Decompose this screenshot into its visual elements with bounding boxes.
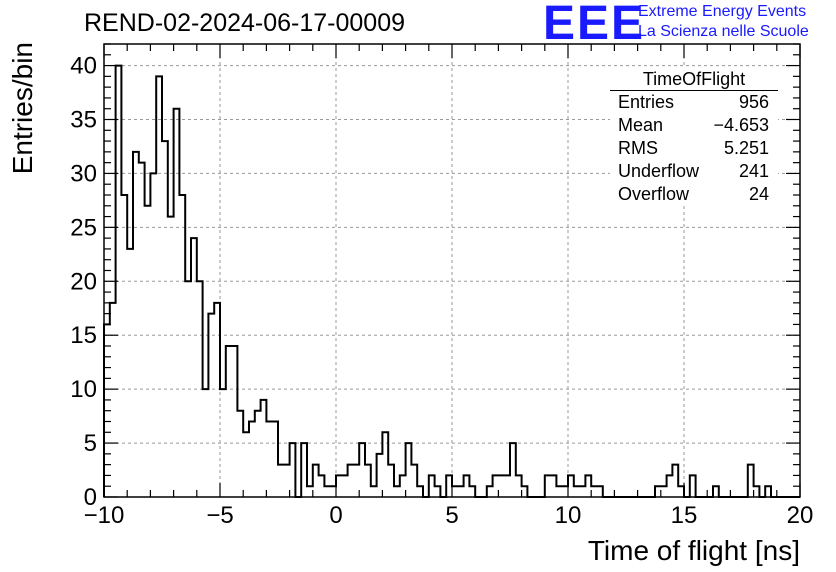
logo-text-line1: Extreme Energy Events: [638, 3, 807, 20]
histogram-line: [103, 64, 800, 498]
y-tick-label: 0: [84, 484, 97, 511]
x-tick-label: 15: [671, 502, 698, 529]
stats-value: 24: [748, 184, 769, 204]
y-tick-label: 30: [70, 160, 97, 187]
stats-value: −4.653: [713, 115, 769, 135]
stats-label: Underflow: [618, 161, 700, 181]
x-tick-label: 0: [329, 502, 342, 529]
stats-label: RMS: [618, 138, 658, 158]
stats-title: TimeOfFlight: [610, 68, 778, 91]
stats-box: TimeOfFlight Entries 956 Mean −4.653 RMS…: [610, 68, 778, 206]
y-axis-label: Entries/bin: [7, 42, 38, 174]
axis-tick-labels: −10 −5 0 5 10 15 20 0 5 10 15 20 25 30 35 40: [70, 53, 813, 529]
stats-label: Entries: [618, 92, 675, 112]
x-tick-label: 5: [445, 502, 458, 529]
stats-label: Mean: [618, 115, 664, 135]
stats-row-underflow: Underflow 241: [610, 160, 778, 183]
stats-label: Overflow: [618, 184, 690, 204]
stats-value: 956: [738, 92, 769, 112]
stats-row-rms: RMS 5.251: [610, 137, 778, 160]
y-tick-label: 35: [70, 107, 97, 134]
y-tick-label: 25: [70, 214, 97, 241]
x-axis-label: Time of flight [ns]: [588, 535, 800, 566]
y-tick-label: 40: [70, 53, 97, 80]
x-tick-label: 20: [787, 502, 814, 529]
y-tick-label: 5: [84, 430, 97, 457]
stats-row-entries: Entries 956: [610, 91, 778, 114]
stats-row-mean: Mean −4.653: [610, 114, 778, 137]
eee-logo: EEE: [543, 0, 646, 50]
y-tick-label: 15: [70, 322, 97, 349]
page-title: REND-02-2024-06-17-00009: [84, 9, 406, 37]
logo-text-line2: La Scienza nelle Scuole: [638, 23, 809, 40]
stats-value: 241: [738, 161, 769, 181]
stats-value: 5.251: [723, 138, 769, 158]
stats-row-overflow: Overflow 24: [610, 183, 778, 206]
x-tick-label: −10: [84, 502, 125, 529]
x-tick-label: 10: [555, 502, 582, 529]
axis-ticks: [103, 43, 801, 498]
y-tick-label: 20: [70, 268, 97, 295]
y-tick-label: 10: [70, 376, 97, 403]
x-tick-label: −5: [206, 502, 233, 529]
